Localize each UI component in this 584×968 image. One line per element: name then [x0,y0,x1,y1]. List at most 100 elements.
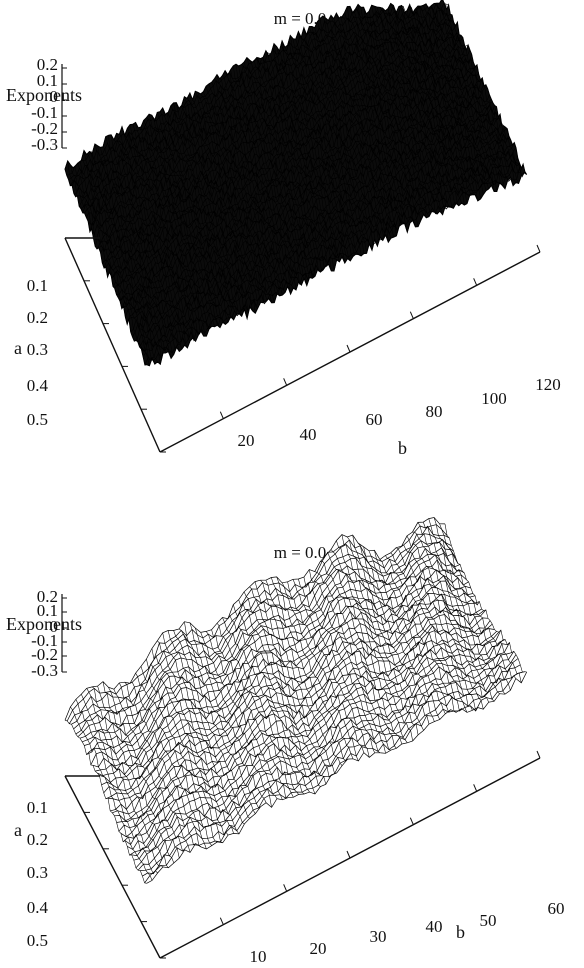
surface-column-line [162,632,245,825]
surface-column-line [387,8,470,196]
surface-column-line [110,134,194,339]
surface-column-line [140,126,223,323]
surface-column-line [338,15,422,221]
surface-column-line [243,62,326,269]
surface-column-line [205,631,288,799]
b-tick-label: 20 [238,431,255,450]
surface-mesh [64,0,528,367]
surface-column-line [227,71,310,280]
surface-column-line [344,12,427,218]
surface-column-line [154,120,237,315]
a-tick-label: 0.5 [27,931,48,950]
surface-column-line [295,39,378,247]
surface-column-line [417,5,500,184]
a-tick-label: 0.3 [27,863,48,882]
surface-row-line [99,593,480,783]
surface-column-line [412,531,495,702]
surface-column-line [417,522,500,694]
surface-column-line [222,75,305,279]
b-axis-ticks: 20 40 60 80 100 120 [219,244,561,450]
surface-column-line [431,5,514,186]
surface-column-line [157,112,240,317]
surface-column-line [347,536,430,725]
surface-column-line [309,26,392,239]
floor-frame [64,757,541,959]
surface-column-line [195,627,278,799]
surface-column-line [121,126,204,337]
b-tick-mark [219,411,224,419]
surface-column-line [374,6,457,204]
surface-column-line [173,630,256,814]
surface-column-line [81,160,164,358]
z-tick-label: 0 [50,87,59,106]
surface-column-line [303,577,386,754]
surface-column-line [279,43,362,256]
surface-column-line [406,535,489,703]
surface-column-line [319,18,402,225]
surface-column-line [238,65,321,273]
surface-column-line [89,151,172,359]
surface-column-line [230,69,313,279]
b-tick-label: 20 [310,939,327,958]
surface-column-line [241,64,324,271]
surface-column-line [203,91,286,293]
surface-column-line [64,169,147,366]
surface-column-line [235,64,318,272]
b-tick-label: 120 [535,375,561,394]
surface-column-line [189,93,272,303]
surface-column-line [333,18,416,227]
surface-column-line [227,615,310,793]
b-tick-mark [409,311,414,319]
surface-column-line [146,117,229,323]
surface-column-line [314,571,397,749]
surface-column-line [290,35,373,251]
surface-column-line [357,542,441,720]
surface-column-line [205,86,289,287]
b-tick-mark [536,750,541,759]
surface-column-line [124,133,207,337]
surface-column-line [224,70,308,286]
surface-column-line [298,578,381,754]
surface-column-line [129,124,212,328]
z-tick-label: -0.1 [31,103,58,122]
surface-plot-bottom: m = 0.0 Exponents 0.2 0.1 0 -0.1 -0.2 -0.3 0.… [0,484,584,968]
surface-column-line [102,681,185,852]
surface-column-line [311,26,394,238]
surface-column-line [151,115,234,320]
surface-column-line [281,582,365,753]
a-tick-label: 0.1 [27,798,48,817]
surface-column-line [374,550,457,713]
surface-column-line [423,5,506,189]
surface-column-line [322,16,405,224]
surface-column-line [254,581,337,774]
surface-column-line [260,57,343,259]
surface-column-line [260,580,343,766]
surface-column-line [320,560,403,745]
surface-row-line [133,651,515,861]
a-tick-label: 0.3 [27,340,48,359]
surface-column-line [276,46,359,255]
surface-column-line [148,114,231,319]
surface-column-line [116,133,199,336]
surface-column-line [330,15,413,221]
z-tick-label: -0.1 [31,631,58,650]
b-tick-mark [473,278,478,286]
surface-column-line [91,153,174,355]
b-axis-label: b [398,438,407,458]
surface-column-line [197,92,280,296]
a-tick-label: 0.2 [27,308,48,327]
surface-column-line [246,57,329,267]
surface-column-line [412,10,495,192]
b-tick-label: 60 [548,899,565,918]
surface-column-line [124,682,207,850]
z-axis-ticks: 0.20.10-0.1-0.2-0.3 [31,587,67,680]
surface-column-line [75,162,158,363]
surface-column-line [216,74,299,282]
surface-column-line [284,47,367,254]
surface-column-line [192,99,275,303]
surface-row-line [77,547,459,738]
surface-column-line [444,523,527,673]
surface-row-line [105,609,487,800]
surface-column-line [355,8,438,215]
surface-column-line [138,127,221,328]
